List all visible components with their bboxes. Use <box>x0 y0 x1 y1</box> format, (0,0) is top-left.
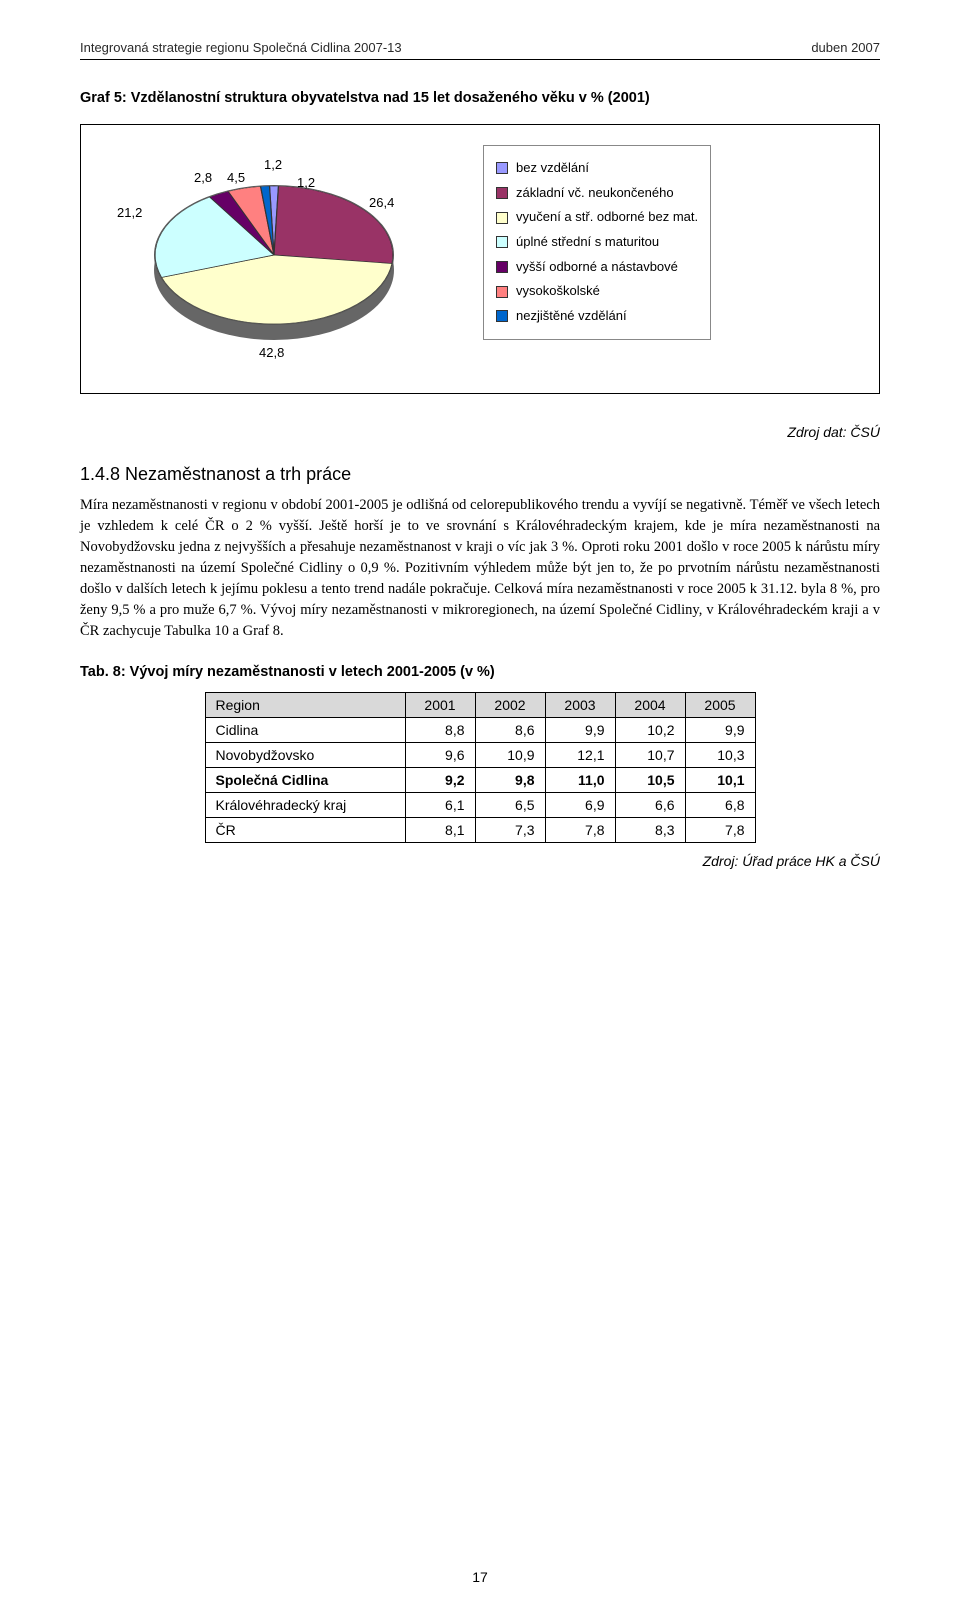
table-cell: 7,8 <box>685 818 755 843</box>
pie-data-label: 26,4 <box>369 195 394 210</box>
table-row: ČR8,17,37,88,37,8 <box>205 818 755 843</box>
page-header: Integrovaná strategie regionu Společná C… <box>80 40 880 55</box>
table-cell: Cidlina <box>205 718 405 743</box>
legend-label: bez vzdělání <box>516 156 589 181</box>
legend-item: vyšší odborné a nástavbové <box>496 255 698 280</box>
table-source: Zdroj: Úřad práce HK a ČSÚ <box>80 853 880 869</box>
table-cell: 6,1 <box>405 793 475 818</box>
table-cell: 10,2 <box>615 718 685 743</box>
legend-swatch <box>496 212 508 224</box>
table-row: Královéhradecký kraj6,16,56,96,66,8 <box>205 793 755 818</box>
table-cell: 8,1 <box>405 818 475 843</box>
table-cell: 8,6 <box>475 718 545 743</box>
table-header-cell: 2001 <box>405 693 475 718</box>
section-body: Míra nezaměstnanosti v regionu v období … <box>80 495 880 642</box>
table-cell: 7,3 <box>475 818 545 843</box>
table-header-cell: 2003 <box>545 693 615 718</box>
table-cell: 9,8 <box>475 768 545 793</box>
table-cell: 10,7 <box>615 743 685 768</box>
table-cell: 6,5 <box>475 793 545 818</box>
legend-swatch <box>496 310 508 322</box>
pie-data-label: 21,2 <box>117 205 142 220</box>
pie-chart: 1,2 2,8 4,5 1,2 21,2 26,4 42,8 <box>99 145 459 375</box>
legend-label: základní vč. neukončeného <box>516 181 674 206</box>
table-cell: 9,9 <box>685 718 755 743</box>
legend-swatch <box>496 261 508 273</box>
legend-item: úplné střední s maturitou <box>496 230 698 255</box>
table-cell: 7,8 <box>545 818 615 843</box>
header-left: Integrovaná strategie regionu Společná C… <box>80 40 402 55</box>
chart-frame: 1,2 2,8 4,5 1,2 21,2 26,4 42,8 bez vzdělánízák… <box>80 124 880 394</box>
pie-data-label: 42,8 <box>259 345 284 360</box>
legend-swatch <box>496 187 508 199</box>
table-cell: 6,9 <box>545 793 615 818</box>
table-cell: 6,8 <box>685 793 755 818</box>
legend-label: vyučení a stř. odborné bez mat. <box>516 205 698 230</box>
table-cell: 8,3 <box>615 818 685 843</box>
pie-data-label: 2,8 <box>194 170 212 185</box>
legend-item: základní vč. neukončeného <box>496 181 698 206</box>
legend-swatch <box>496 236 508 248</box>
table-row: Novobydžovsko9,610,912,110,710,3 <box>205 743 755 768</box>
unemployment-table: Region20012002200320042005 Cidlina8,88,6… <box>205 692 756 843</box>
legend-label: vysokoškolské <box>516 279 600 304</box>
pie-data-label: 1,2 <box>264 157 282 172</box>
chart-title: Graf 5: Vzdělanostní struktura obyvatels… <box>80 90 880 106</box>
legend-item: nezjištěné vzdělání <box>496 304 698 329</box>
table-cell: 9,9 <box>545 718 615 743</box>
chart-source: Zdroj dat: ČSÚ <box>80 424 880 440</box>
legend-item: vyučení a stř. odborné bez mat. <box>496 205 698 230</box>
table-header-cell: Region <box>205 693 405 718</box>
table-title: Tab. 8: Vývoj míry nezaměstnanosti v let… <box>80 664 880 680</box>
legend-item: bez vzdělání <box>496 156 698 181</box>
table-cell: Společná Cidlina <box>205 768 405 793</box>
legend-label: vyšší odborné a nástavbové <box>516 255 678 280</box>
table-cell: 9,2 <box>405 768 475 793</box>
header-underline <box>80 59 880 60</box>
table-cell: 12,1 <box>545 743 615 768</box>
pie-data-label: 1,2 <box>297 175 315 190</box>
table-cell: 10,9 <box>475 743 545 768</box>
chart-legend: bez vzdělánízákladní vč. neukončenéhovyu… <box>483 145 711 340</box>
table-cell: ČR <box>205 818 405 843</box>
table-row: Společná Cidlina9,29,811,010,510,1 <box>205 768 755 793</box>
table-cell: 6,6 <box>615 793 685 818</box>
header-right: duben 2007 <box>811 40 880 55</box>
table-header-cell: 2004 <box>615 693 685 718</box>
table-cell: 10,5 <box>615 768 685 793</box>
section-heading: 1.4.8 Nezaměstnanost a trh práce <box>80 464 880 485</box>
table-cell: Novobydžovsko <box>205 743 405 768</box>
table-cell: 10,1 <box>685 768 755 793</box>
table-cell: 9,6 <box>405 743 475 768</box>
page-number: 17 <box>0 1569 960 1585</box>
table-header-cell: 2002 <box>475 693 545 718</box>
table-cell: 8,8 <box>405 718 475 743</box>
table-row: Cidlina8,88,69,910,29,9 <box>205 718 755 743</box>
table-cell: 11,0 <box>545 768 615 793</box>
table-cell: Královéhradecký kraj <box>205 793 405 818</box>
table-header-row: Region20012002200320042005 <box>205 693 755 718</box>
pie-svg <box>155 186 393 324</box>
legend-label: nezjištěné vzdělání <box>516 304 627 329</box>
table-header-cell: 2005 <box>685 693 755 718</box>
legend-label: úplné střední s maturitou <box>516 230 659 255</box>
legend-swatch <box>496 286 508 298</box>
table-cell: 10,3 <box>685 743 755 768</box>
legend-item: vysokoškolské <box>496 279 698 304</box>
legend-swatch <box>496 162 508 174</box>
pie-data-label: 4,5 <box>227 170 245 185</box>
